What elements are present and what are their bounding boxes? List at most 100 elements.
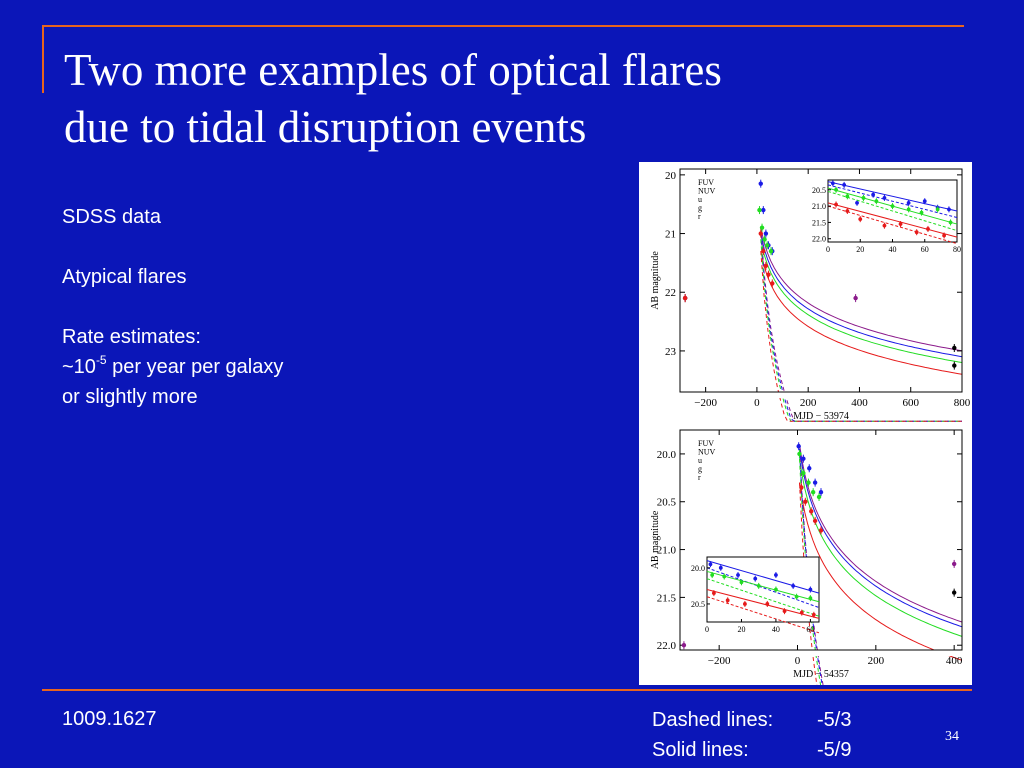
c2-x-axis-label: MJD − 54357 (793, 669, 849, 680)
c2-inset-point-u-5 (791, 583, 796, 588)
c1-inset-point-r-1 (845, 209, 850, 213)
c1-point-r-2 (761, 248, 766, 254)
c2-inset-point-u-2 (736, 573, 740, 577)
c2-point-g-4 (816, 494, 822, 500)
c2-point-g-0 (797, 451, 802, 457)
c1-inset-point-r-7 (942, 233, 946, 238)
c1-inset-point-r-6 (926, 227, 930, 231)
c2-inset-point-r-6 (811, 612, 816, 617)
c1-inset-point-u-4 (882, 196, 887, 200)
c1-point-u-2 (763, 231, 769, 236)
solid-value: -5/9 (817, 739, 852, 761)
c2-inset-point-r-0 (711, 591, 716, 596)
c2-inset-point-r-1 (725, 598, 730, 603)
c2-clip-bottom (680, 650, 962, 656)
c2-point-r-4 (818, 528, 824, 533)
c1-inset-x-label-4: 80 (953, 245, 961, 254)
c1-inset-point-r-5 (914, 230, 919, 235)
c1-x-tick-label-2: 200 (800, 397, 817, 409)
bottom-rule (42, 689, 972, 691)
rate-exponent: -5 (95, 353, 107, 367)
c2-legend-u: u (698, 456, 702, 465)
c2-y-axis-label: AB magnitude (650, 510, 661, 569)
c1-dashed-model-curve-3 (760, 251, 962, 422)
c2-inset-x-label-1: 20 (737, 625, 745, 634)
c2-inset-point-g-2 (739, 580, 744, 585)
c1-solid-model-curve-0 (760, 227, 963, 352)
c2-point-NUV-0 (681, 643, 687, 648)
c2-inset-fit-u (706, 560, 820, 594)
c2-solid-model-curve-2 (799, 458, 963, 637)
c2-point-NUV-1 (951, 561, 957, 567)
c1-y-tick-label-2: 22 (665, 287, 676, 299)
c1-x-tick-label-5: 800 (954, 397, 971, 409)
top-rule (42, 25, 964, 27)
c1-inset-point-g-3 (874, 199, 879, 204)
c1-inset-point-u-3 (871, 192, 876, 197)
c1-inset-point-g-8 (948, 220, 953, 225)
c2-point-r-3 (812, 518, 818, 524)
dashed-note: Dashed lines: -5/3 (652, 705, 851, 735)
bullet-rate: Rate estimates: (62, 326, 201, 348)
c1-solid-model-curve-2 (760, 239, 963, 363)
c1-inset-x-label-3: 60 (921, 245, 929, 254)
c1-point-r-0 (682, 295, 688, 301)
c2-x-tick-label-2: 200 (868, 655, 885, 667)
c1-inset-fit-dashed-g (827, 190, 958, 232)
c1-inset-point-r-4 (898, 222, 903, 226)
c2-point-u-0 (796, 444, 801, 449)
c2-y-tick-label-1: 20.5 (657, 497, 677, 509)
c2-point-u-4 (818, 489, 824, 495)
c1-inset-y-label-3: 22.0 (812, 235, 826, 244)
dashed-label: Dashed lines: (652, 709, 774, 731)
c1-point-FUV-1 (952, 345, 957, 351)
c2-inset-point-r-4 (782, 609, 787, 614)
c1-inset-x-label-1: 20 (856, 245, 864, 254)
c2-inset-point-g-5 (794, 594, 799, 599)
c2-legend-g: g (698, 465, 702, 474)
c1-inset-point-u-8 (947, 207, 951, 212)
c2-solid-model-curve-0 (799, 444, 963, 623)
title-line-1: Two more examples of optical flares (64, 45, 722, 95)
c2-y-tick-label-0: 20.0 (657, 449, 677, 461)
c1-point-FUV-2 (952, 363, 957, 368)
c2-point-r-2 (809, 509, 814, 514)
c2-point-r-0 (799, 485, 804, 490)
c2-solid-model-curve-1 (799, 449, 963, 628)
page-number: 34 (945, 729, 959, 744)
c1-inset-point-r-2 (858, 217, 863, 222)
c1-inset-point-u-1 (842, 182, 847, 187)
rate-line-2: or slightly more (62, 386, 198, 408)
solid-label: Solid lines: (652, 739, 749, 761)
c2-point-r-1 (803, 499, 808, 504)
c2-inset-x-label-0: 0 (705, 625, 709, 634)
c2-x-tick-label-0: −200 (708, 655, 731, 667)
c2-inset-point-r-2 (743, 602, 747, 606)
c1-legend-r: r (698, 212, 701, 221)
c1-inset-y-label-0: 20.5 (812, 186, 826, 195)
c1-y-tick-label-3: 23 (665, 346, 677, 358)
c2-inset-point-u-4 (774, 573, 778, 577)
bullet-sdss: SDSS data (62, 206, 161, 228)
rate-prefix: ~10 (62, 356, 96, 378)
body-text: SDSS data Atypical flares Rate estimates… (62, 202, 283, 412)
c1-plot-frame (679, 168, 963, 393)
c2-legend-FUV: FUV (698, 439, 714, 448)
c1-x-tick-label-3: 400 (851, 397, 868, 409)
c1-point-r-4 (766, 272, 771, 277)
c1-point-r-3 (763, 263, 769, 269)
c1-inset-point-u-6 (922, 199, 927, 204)
c1-legend-FUV: FUV (698, 178, 714, 187)
c1-point-g-4 (768, 248, 774, 254)
c2-inset-point-r-5 (799, 610, 804, 615)
c1-point-r-1 (758, 231, 763, 236)
c1-point-r-5 (770, 281, 775, 286)
c2-y-tick-label-3: 21.5 (657, 592, 677, 604)
c2-legend-r: r (698, 473, 701, 482)
c2-inset-x-label-3: 60 (806, 625, 814, 634)
c2-point-g-2 (806, 480, 811, 485)
c2-x-tick-label-3: 400 (946, 655, 963, 667)
c1-inset-point-g-0 (834, 187, 838, 192)
